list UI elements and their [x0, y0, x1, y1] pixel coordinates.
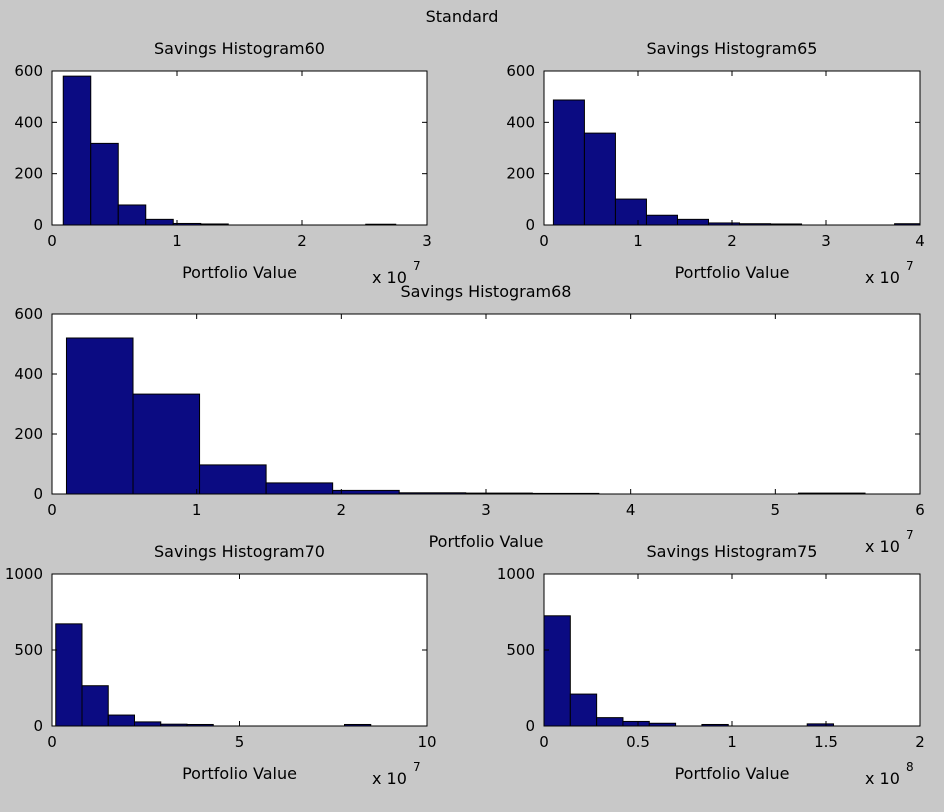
- x-exponent-label: x 10: [372, 268, 407, 287]
- histogram-bar: [645, 214, 678, 226]
- x-tick-label: 5: [771, 501, 781, 519]
- x-tick-label: 1: [192, 501, 202, 519]
- histogram-bar: [199, 464, 267, 495]
- x-tick-label: 1: [633, 232, 643, 250]
- y-tick-label: 200: [14, 165, 43, 183]
- x-tick-label: 6: [915, 501, 925, 519]
- histogram-bar: [583, 132, 616, 226]
- chart-title: Savings Histogram68: [401, 282, 572, 301]
- histogram-panel: 0 1 2 3 4 0 200 400 600 Savings Histogram65 Portfo…: [506, 39, 924, 287]
- histogram-bar: [81, 685, 109, 727]
- histogram-bar: [90, 142, 119, 226]
- histogram-bar: [265, 482, 334, 495]
- axes-background: [52, 574, 427, 726]
- y-tick-label: 0: [525, 216, 535, 234]
- x-tick-label: 1: [727, 733, 737, 751]
- histogram-panel: 0 5 10 0 500 1000 Savings Histogram70 Portfolio…: [5, 542, 437, 788]
- x-axis-label: Portfolio Value: [182, 764, 297, 783]
- x-tick-label: 2: [337, 501, 347, 519]
- x-axis-label: Portfolio Value: [429, 532, 544, 551]
- x-exponent-label: x 10: [865, 537, 900, 556]
- y-tick-label: 400: [506, 113, 535, 131]
- histogram-bar: [332, 489, 400, 495]
- x-tick-label: 2: [915, 733, 925, 751]
- y-tick-label: 400: [14, 113, 43, 131]
- y-tick-label: 200: [506, 165, 535, 183]
- y-tick-label: 0: [525, 717, 535, 735]
- x-tick-label: 4: [915, 232, 925, 250]
- y-tick-label: 600: [14, 62, 43, 80]
- y-tick-label: 600: [14, 305, 43, 323]
- y-tick-label: 500: [506, 641, 535, 659]
- x-exponent: 7: [906, 528, 914, 542]
- x-tick-label: 3: [481, 501, 491, 519]
- x-tick-label: 10: [417, 733, 436, 751]
- y-tick-label: 0: [33, 216, 43, 234]
- histogram-bar: [614, 198, 647, 226]
- x-exponent-label: x 10: [372, 769, 407, 788]
- histogram-panel: 0 0.5 1 1.5 2 0 500 1000 Savings Histogram75 Port…: [497, 542, 925, 788]
- histogram-bar: [676, 218, 709, 226]
- histogram-bar: [569, 693, 598, 727]
- histogram-panel: 0 1 2 3 0 200 400 600 Savings Histogram60 Portfol…: [14, 39, 431, 287]
- x-tick-label: 4: [626, 501, 636, 519]
- x-tick-label: 0: [47, 733, 57, 751]
- x-axis-label: Portfolio Value: [182, 263, 297, 282]
- axes-frame: [51, 70, 428, 226]
- y-tick-label: 400: [14, 365, 43, 383]
- x-tick-label: 0.5: [626, 733, 650, 751]
- histogram-panel: 0 1 2 3 4 5 6 0 200 400 600 Savings Histogram68 Port…: [14, 282, 924, 556]
- histogram-bar: [55, 623, 83, 727]
- histogram-bar: [62, 75, 92, 226]
- x-axis-label: Portfolio Value: [675, 263, 790, 282]
- y-tick-label: 0: [33, 485, 43, 503]
- y-tick-label: 0: [33, 717, 43, 735]
- histogram-bar: [117, 204, 147, 226]
- x-tick-label: 1.5: [814, 733, 838, 751]
- histogram-bar: [145, 218, 174, 226]
- axes-background: [544, 574, 920, 726]
- x-tick-label: 5: [235, 733, 245, 751]
- chart-title: Savings Histogram70: [154, 542, 325, 561]
- x-exponent: 7: [906, 259, 914, 273]
- x-exponent-label: x 10: [865, 268, 900, 287]
- y-tick-label: 1000: [5, 565, 43, 583]
- x-tick-label: 0: [539, 232, 549, 250]
- x-exponent: 8: [906, 760, 914, 774]
- x-tick-label: 1: [172, 232, 182, 250]
- x-tick-label: 3: [821, 232, 831, 250]
- x-exponent: 7: [413, 259, 421, 273]
- x-tick-label: 3: [422, 232, 432, 250]
- y-tick-label: 200: [14, 425, 43, 443]
- y-tick-label: 600: [506, 62, 535, 80]
- x-tick-label: 0: [539, 733, 549, 751]
- histogram-bar: [552, 99, 585, 226]
- histogram-bar: [543, 615, 571, 727]
- histogram-bar: [107, 714, 135, 727]
- figure-title: Standard: [426, 7, 499, 26]
- chart-title: Savings Histogram75: [647, 542, 818, 561]
- histogram-bar: [596, 717, 624, 727]
- histogram-bar: [134, 721, 162, 727]
- x-tick-label: 2: [727, 232, 737, 250]
- histogram-bar: [132, 393, 201, 495]
- y-tick-label: 500: [14, 641, 43, 659]
- x-tick-label: 2: [297, 232, 307, 250]
- x-exponent: 7: [413, 760, 421, 774]
- y-tick-label: 1000: [497, 565, 535, 583]
- x-tick-label: 0: [47, 232, 57, 250]
- chart-title: Savings Histogram60: [154, 39, 325, 58]
- chart-title: Savings Histogram65: [647, 39, 818, 58]
- x-tick-label: 0: [47, 501, 57, 519]
- x-exponent-label: x 10: [865, 769, 900, 788]
- histogram-bar: [65, 337, 134, 495]
- x-axis-label: Portfolio Value: [675, 764, 790, 783]
- histogram-bar: [622, 720, 650, 727]
